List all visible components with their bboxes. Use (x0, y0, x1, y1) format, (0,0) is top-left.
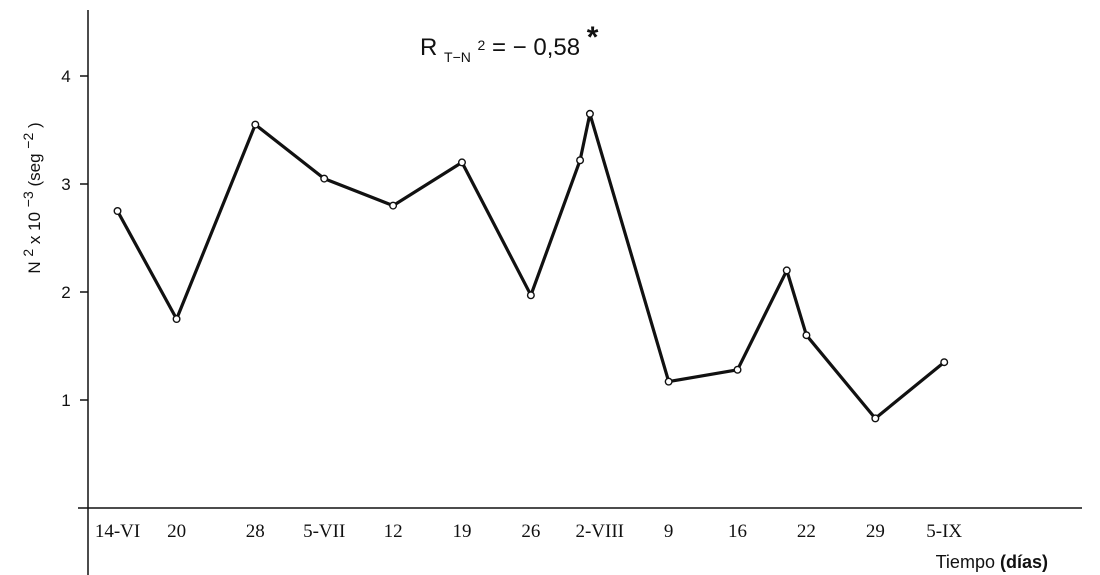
x-tick-label: 5-VII (303, 521, 345, 542)
x-tick-label: 29 (866, 521, 885, 542)
x-tick-label: 20 (167, 521, 186, 542)
y-axis-label: N 2 x 10 −3 (seg −2 ) (18, 122, 44, 273)
x-tick-label: 14-VI (95, 521, 140, 542)
data-point (940, 358, 949, 367)
data-point (782, 266, 791, 275)
data-point (251, 120, 260, 129)
data-point (664, 377, 673, 386)
annotation-prefix: R (420, 34, 437, 61)
x-tick-label: 12 (384, 521, 403, 542)
data-series (113, 109, 949, 423)
x-axis-label: Tiempo (días) (936, 552, 1048, 572)
x-ticks: 14-VI 20 28 5-VII 12 19 26 2-VIII 9 16 22 29 5-IX (95, 521, 963, 542)
y-tick-label: 1 (61, 391, 70, 410)
svg-text:R T−N 2 = −: R T−N 2 = − 0,58 * (420, 21, 599, 68)
data-point (457, 158, 466, 167)
data-point (585, 109, 594, 118)
x-tick-label: 26 (521, 521, 540, 542)
x-tick-label: 22 (797, 521, 816, 542)
data-point (871, 414, 880, 423)
data-point (733, 365, 742, 374)
x-tick-label: 2-VIII (575, 521, 624, 542)
x-tick-label: 19 (452, 521, 471, 542)
y-tick-label: 2 (61, 283, 70, 302)
data-point (576, 156, 585, 165)
x-tick-label: 16 (728, 521, 747, 542)
y-ticks: 1 2 3 4 (61, 67, 88, 410)
data-point (172, 315, 181, 324)
x-tick-label: 9 (664, 521, 674, 542)
annotation: R T−N 2 = − 0,58 * (420, 21, 599, 68)
annotation-value: = − 0,58 (492, 34, 580, 61)
data-point (113, 206, 122, 215)
data-point (320, 174, 329, 183)
data-point (802, 331, 811, 340)
x-tick-label: 28 (246, 521, 265, 542)
x-tick-label: 5-IX (926, 521, 962, 542)
annotation-mark: * (587, 21, 599, 54)
data-point (389, 201, 398, 210)
annotation-subscript: T−N (444, 49, 471, 65)
data-point (526, 291, 535, 300)
svg-text:N 2 x 10 −3: N 2 x 10 −3 (seg −2 ) (18, 122, 44, 273)
series-line (115, 112, 946, 420)
y-tick-label: 3 (61, 175, 70, 194)
y-tick-label: 4 (61, 67, 70, 86)
annotation-sup: 2 (478, 37, 486, 53)
